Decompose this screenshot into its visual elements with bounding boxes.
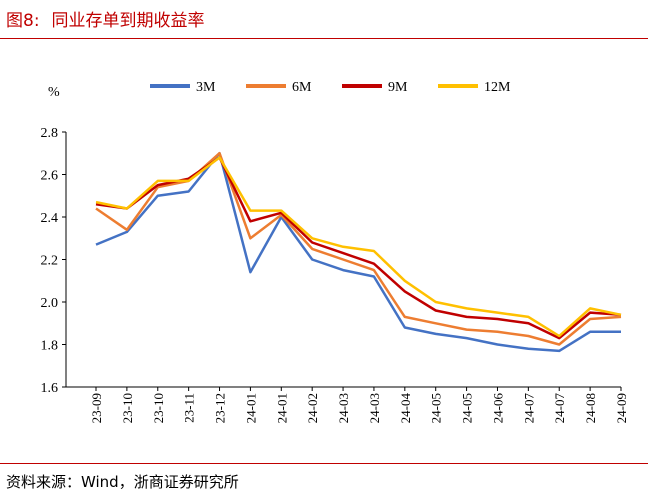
x-tick-label: 24-04	[398, 393, 413, 424]
x-tick-label: 23-10	[120, 393, 135, 423]
figure-title-text: 同业存单到期收益率	[51, 11, 205, 31]
header-rule	[0, 38, 648, 39]
legend-label: 12M	[484, 80, 511, 95]
x-tick-label: 24-03	[336, 393, 351, 423]
y-axis: 1.6 1.8 2.0 2.2 2.4 2.6 2.8	[41, 126, 67, 396]
x-tick-label: 24-07	[552, 393, 567, 424]
series-lines	[95, 151, 622, 353]
x-tick-label: 23-11	[182, 393, 197, 423]
legend-label: 3M	[196, 80, 216, 95]
y-tick-label: 2.8	[41, 126, 59, 141]
legend-label: 6M	[292, 80, 312, 95]
x-tick-label: 24-02	[305, 393, 320, 423]
chart-legend: 3M 6M 9M 12M	[150, 80, 511, 95]
x-tick-label: 23-09	[89, 393, 104, 423]
y-tick-label: 2.2	[41, 254, 59, 269]
x-tick-label: 24-05	[429, 393, 444, 423]
x-tick-label: 23-10	[151, 393, 166, 423]
y-tick-label: 2.4	[41, 211, 59, 226]
line-chart: 3M 6M 9M 12M % 1.61.82.02.22.42.62.8 23-09 2…	[41, 80, 630, 424]
y-tick-label: 2.6	[41, 169, 59, 184]
figure-title: 图8: 同业存单到期收益率	[6, 6, 205, 31]
figure-number: 图8:	[6, 11, 40, 31]
x-tick-label: 24-01	[274, 393, 289, 423]
series-line-12m	[95, 156, 622, 338]
x-tick-label: 24-03	[367, 393, 382, 423]
figure-header: 图8: 同业存单到期收益率	[0, 0, 658, 40]
x-tick-label: 23-12	[213, 393, 228, 423]
source-note: 资料来源：Wind，浙商证券研究所	[6, 473, 239, 491]
x-tick-label: 24-08	[583, 393, 598, 423]
y-axis-unit: %	[48, 85, 60, 100]
y-tick-label: 1.8	[41, 339, 59, 354]
legend-label: 9M	[388, 80, 408, 95]
y-tick-label: 2.0	[41, 296, 59, 311]
x-tick-label: 24-09	[614, 393, 629, 423]
series-line-3m	[95, 151, 621, 353]
x-tick-label: 24-06	[490, 393, 505, 424]
x-tick-label: 24-01	[243, 393, 258, 423]
footer-rule	[0, 463, 648, 464]
x-tick-label: 24-05	[460, 393, 475, 423]
x-tick-label: 24-07	[521, 393, 536, 424]
x-axis: 23-09 23-10 23-10 23-11 23-12 24-01 24-01 24-02…	[66, 386, 629, 424]
y-tick-label: 1.6	[41, 381, 59, 396]
